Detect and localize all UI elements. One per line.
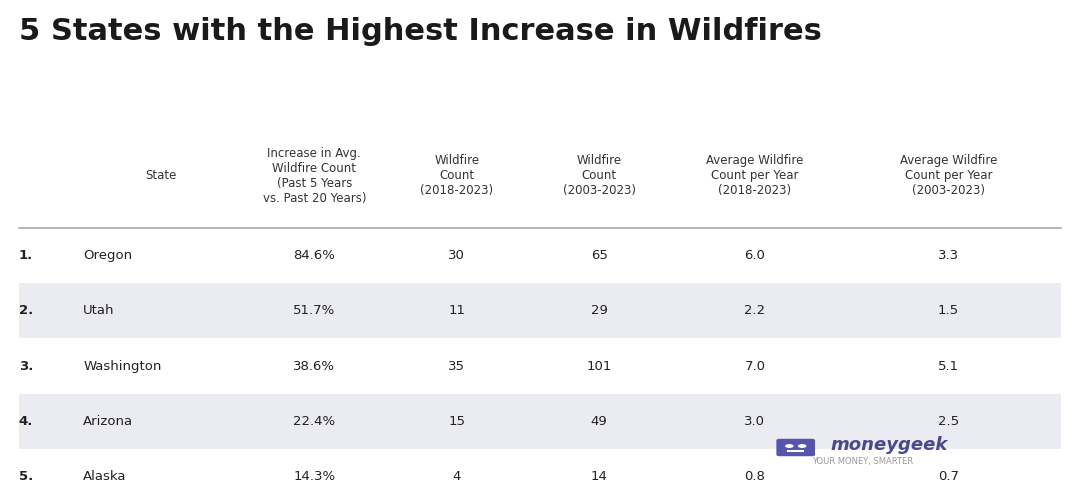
Text: Increase in Avg.
Wildfire Count
(Past 5 Years
vs. Past 20 Years): Increase in Avg. Wildfire Count (Past 5 … [262,147,366,205]
Text: 101: 101 [586,360,611,372]
Text: YOUR MONEY, SMARTER: YOUR MONEY, SMARTER [812,457,913,466]
Text: 5.1: 5.1 [937,360,959,372]
Text: 22.4%: 22.4% [294,415,336,428]
FancyBboxPatch shape [18,283,1062,339]
Text: 2.5: 2.5 [937,415,959,428]
Text: 49: 49 [591,415,607,428]
Circle shape [785,444,794,448]
Text: 3.3: 3.3 [937,249,959,262]
Text: 11: 11 [448,304,465,318]
Text: 2.: 2. [18,304,33,318]
Text: 14.3%: 14.3% [294,470,336,483]
Text: Alaska: Alaska [83,470,126,483]
Text: 0.8: 0.8 [744,470,766,483]
Text: 14: 14 [591,470,608,483]
Text: 38.6%: 38.6% [294,360,336,372]
Text: Wildfire
Count
(2018-2023): Wildfire Count (2018-2023) [420,154,494,197]
Text: 1.: 1. [18,249,33,262]
Circle shape [798,444,807,448]
Text: 5 States with the Highest Increase in Wildfires: 5 States with the Highest Increase in Wi… [18,17,822,47]
Text: Utah: Utah [83,304,114,318]
Text: Arizona: Arizona [83,415,134,428]
FancyBboxPatch shape [777,439,815,456]
Text: Washington: Washington [83,360,162,372]
Text: 5.: 5. [18,470,33,483]
Text: 3.: 3. [18,360,33,372]
Text: 6.0: 6.0 [744,249,766,262]
Text: moneygeek: moneygeek [831,436,947,454]
Text: 7.0: 7.0 [744,360,766,372]
Text: 15: 15 [448,415,465,428]
Text: 1.5: 1.5 [937,304,959,318]
Text: 51.7%: 51.7% [294,304,336,318]
Text: 0.7: 0.7 [937,470,959,483]
Text: 2.2: 2.2 [744,304,766,318]
Text: Wildfire
Count
(2003-2023): Wildfire Count (2003-2023) [563,154,636,197]
Text: 3.0: 3.0 [744,415,766,428]
Text: 65: 65 [591,249,608,262]
Text: Oregon: Oregon [83,249,133,262]
Text: 29: 29 [591,304,608,318]
Text: 35: 35 [448,360,465,372]
Text: 4: 4 [453,470,461,483]
Text: 30: 30 [448,249,465,262]
Text: 4.: 4. [18,415,33,428]
Text: Average Wildfire
Count per Year
(2003-2023): Average Wildfire Count per Year (2003-20… [900,154,997,197]
Text: 84.6%: 84.6% [294,249,335,262]
Text: State: State [146,170,177,182]
FancyBboxPatch shape [18,394,1062,449]
Text: Average Wildfire
Count per Year
(2018-2023): Average Wildfire Count per Year (2018-20… [706,154,804,197]
